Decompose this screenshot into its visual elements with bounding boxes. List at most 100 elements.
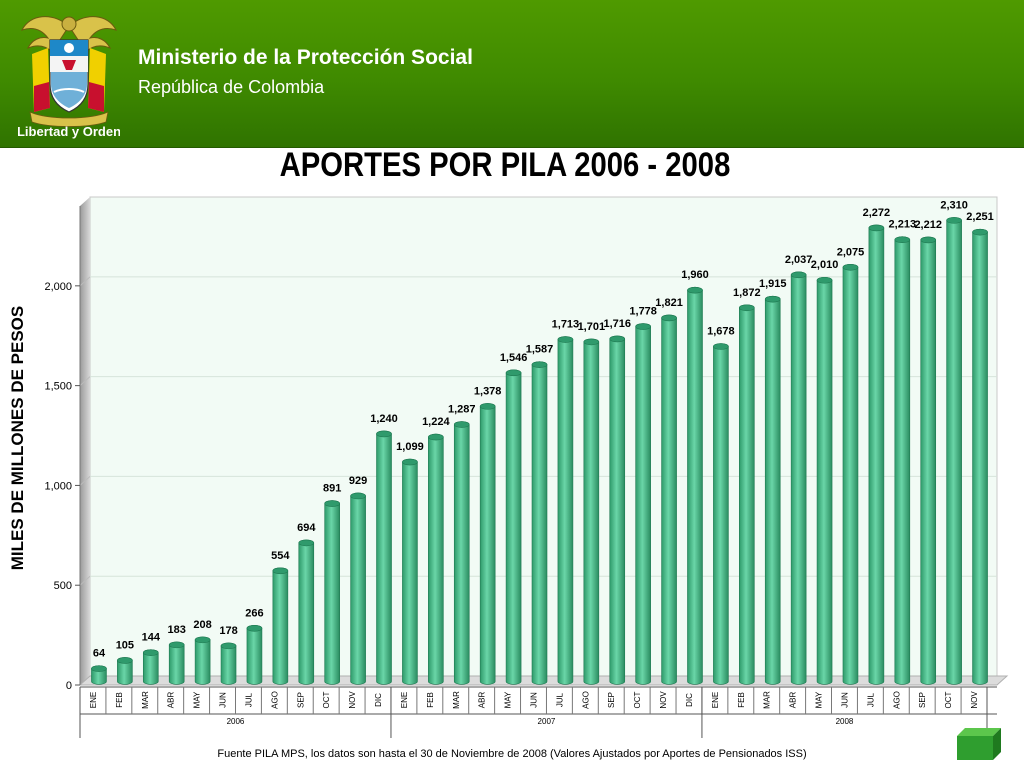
bar-jun [842,263,859,685]
bar-top [220,642,237,650]
x-tick-label: MAY [193,691,202,708]
bar-value-label: 183 [168,624,186,636]
bar-top [531,361,548,368]
y-tick-label: 1,000 [44,480,72,492]
bar-nov [350,492,366,685]
x-tick-label: MAR [763,691,772,709]
gridline-wall [79,476,91,486]
bar-value-label: 64 [93,648,106,660]
bar-value-label: 1,378 [474,385,502,397]
bar-top [402,458,418,466]
bar-jun [531,361,548,685]
bar-top [168,641,185,649]
year-group-label: 2006 [227,717,245,726]
bar-top [739,304,755,312]
bar-value-label: 1,099 [396,441,424,453]
x-tick-label: ABR [789,692,798,709]
x-tick-label: NOV [970,691,979,709]
x-tick-label: JUL [244,692,253,707]
bar-value-label: 2,010 [811,259,839,271]
bar-value-label: 1,587 [526,344,554,356]
x-tick-label: ABR [167,692,176,709]
bar-top [790,271,807,279]
bar-top [350,492,366,500]
bar-top [91,665,107,672]
bar-ene [402,458,418,685]
bar-value-label: 1,716 [603,318,631,330]
bar-top [764,295,781,303]
bar-value-label: 2,272 [863,207,891,219]
chart-title: APORTES POR PILA 2006 - 2008 [279,146,731,184]
x-tick-label: SEP [607,692,616,708]
bar-value-label: 554 [271,550,290,562]
gridline-wall [79,376,91,386]
bar-value-label: 1,546 [500,352,528,364]
bar-top [713,343,729,350]
y-tick-label: 500 [54,580,72,592]
header-banner: Libertad y Orden Ministerio de la Protec… [0,0,1024,148]
bar-top [479,403,496,410]
x-tick-label: FEB [426,692,435,708]
bar-value-label: 2,251 [966,211,994,223]
bar-value-label: 891 [323,483,341,495]
x-tick-label: MAY [504,691,513,708]
x-tick-label: NOV [348,691,357,709]
bar-top [194,636,211,644]
x-tick-label: JUL [866,692,875,707]
bar-top [272,567,289,575]
bar-value-label: 1,701 [578,321,606,333]
x-tick-label: JUL [555,692,564,707]
x-tick-label: AGO [892,691,901,709]
bar-top [298,539,315,547]
bar-sep [609,335,626,685]
bar-top [661,314,677,322]
bar-ene [713,343,729,685]
bar-dic [687,286,703,685]
bar-top [142,649,159,656]
bar-top [816,276,833,284]
x-tick-label: DIC [685,693,694,707]
year-group-label: 2008 [836,717,854,726]
bar-value-label: 144 [142,632,161,644]
x-tick-label: JUN [219,692,228,708]
bar-value-label: 1,821 [655,297,683,309]
x-tick-label: SEP [296,692,305,708]
bar-top [246,625,263,632]
year-group-label: 2007 [538,717,556,726]
x-tick-label: OCT [322,691,331,708]
bar-value-label: 1,240 [370,413,398,425]
decorative-green-box [957,728,1001,760]
bar-top [842,263,859,271]
bar-value-label: 929 [349,475,367,487]
bar-nov [972,228,988,685]
bar-dic [376,430,392,685]
bar-value-label: 178 [219,625,237,637]
bar-oct [946,217,962,685]
bar-top [609,335,626,343]
x-tick-label: AGO [270,691,279,709]
bar-nov [661,314,677,685]
bar-top [453,421,470,428]
republic-name: República de Colombia [138,77,325,97]
bar-sep [920,236,937,685]
x-tick-label: ENE [711,692,720,708]
x-tick-label: AGO [581,691,590,709]
bar-top [920,236,937,244]
bar-abr [790,271,807,685]
x-tick-label: JUN [840,692,849,708]
bar-may [816,276,833,685]
bar-top [868,224,885,232]
bar-jul [557,336,574,685]
bar-value-label: 2,075 [837,246,865,258]
x-tick-label: FEB [115,692,124,708]
bar-mar [453,421,470,685]
bar-may [194,636,211,685]
bar-top [894,236,911,244]
bar-feb [428,433,444,685]
x-tick-label: NOV [659,691,668,709]
bar-abr [168,641,185,685]
bar-top [972,228,988,236]
ministry-name: Ministerio de la Protección Social [138,46,473,69]
y-tick-label: 1,500 [44,381,72,393]
